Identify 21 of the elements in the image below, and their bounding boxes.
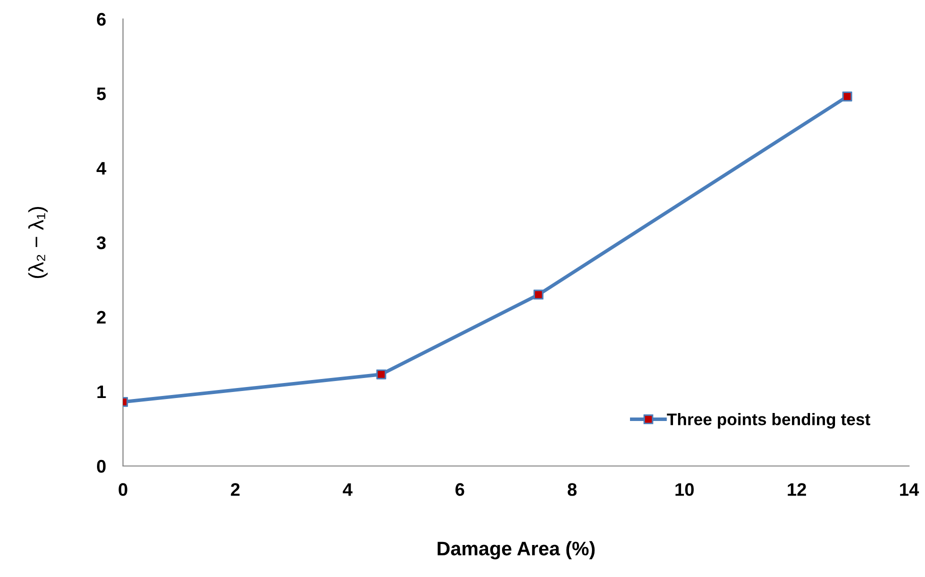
point xyxy=(376,370,386,380)
x-tick-label: 4 xyxy=(342,483,352,496)
x-tick-label: 6 xyxy=(455,483,464,496)
x-axis-title: Damage Area (%) xyxy=(438,541,595,560)
y-axis-title: (λ₂ − λ₁) xyxy=(28,207,48,278)
point xyxy=(534,290,544,300)
x-tick-label: 0 xyxy=(118,483,128,496)
point xyxy=(842,92,852,102)
y-tick-label: 4 xyxy=(96,162,106,175)
x-tick-label: 12 xyxy=(788,483,806,496)
x-tick-label: 2 xyxy=(230,483,240,496)
x-tick-label: 14 xyxy=(900,483,919,496)
x-tick-label: 8 xyxy=(568,483,577,496)
y-tick-label: 6 xyxy=(96,12,106,26)
x-tick-label: 10 xyxy=(676,483,694,496)
y-tick-label: 5 xyxy=(96,88,106,100)
y-tick-label: 1 xyxy=(97,386,106,398)
legend-label: Three points bending test xyxy=(666,413,870,429)
y-tick-label: 0 xyxy=(97,460,106,473)
y-tick-label: 3 xyxy=(96,236,106,250)
y-tick-label: 2 xyxy=(96,310,106,324)
